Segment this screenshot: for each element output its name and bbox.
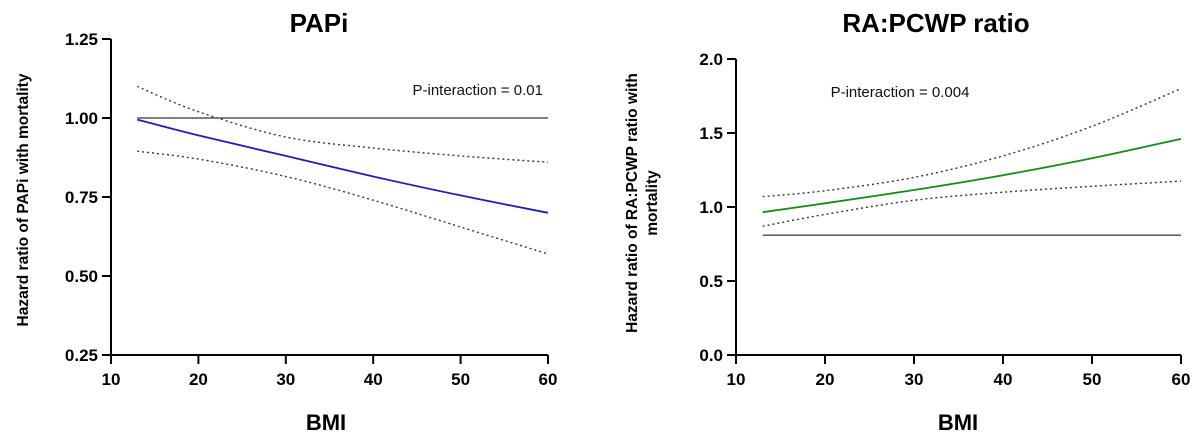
papi-y-axis-title: Hazard ratio of PAPi with mortality (15, 73, 32, 326)
ra-pcwp-y-tick-label: 1.5 (699, 124, 723, 143)
ra-pcwp-annotation: P-interaction = 0.004 (831, 84, 970, 101)
papi-x-tick-label: 10 (102, 370, 121, 389)
ra-pcwp-x-axis-title: BMI (938, 410, 978, 435)
ra-pcwp-x-tick-label: 20 (816, 370, 835, 389)
ra-pcwp-y-tick-label: 1.0 (699, 198, 723, 217)
papi-panel: PAPi Hazard ratio of PAPi with mortality… (15, 8, 557, 435)
ra-pcwp-x-tick-label: 60 (1172, 370, 1191, 389)
papi-x-tick-label: 40 (364, 370, 383, 389)
ra-pcwp-y-axis-title-line1: Hazard ratio of RA:PCWP ratio with (624, 73, 641, 333)
papi-y-tick-label: 0.75 (65, 188, 98, 207)
papi-x-tick-label: 60 (539, 370, 558, 389)
ra-pcwp-y-axis-title-line2: mortality (644, 170, 661, 236)
papi-y-tick-label: 0.50 (65, 267, 98, 286)
papi-chart-title: PAPi (290, 8, 349, 38)
ra-pcwp-estimate-line (762, 138, 1182, 214)
papi-x-tick-label: 30 (276, 370, 295, 389)
ra-pcwp-x-tick-label: 30 (905, 370, 924, 389)
ra-pcwp-x-tick-label: 10 (727, 370, 746, 389)
ra-pcwp-panel: RA:PCWP ratio Hazard ratio of RA:PCWP ra… (624, 8, 1190, 435)
papi-y-tick-label: 1.25 (65, 30, 98, 49)
ra-pcwp-y-tick-label: 0.0 (699, 346, 723, 365)
papi-y-tick-label: 0.25 (65, 346, 98, 365)
papi-x-axis-title: BMI (306, 410, 346, 435)
papi-y-tick-label: 1.00 (65, 109, 98, 128)
ra-pcwp-x-tick-label: 40 (994, 370, 1013, 389)
ra-pcwp-x-tick-label: 50 (1083, 370, 1102, 389)
papi-annotation: P-interaction = 0.01 (413, 82, 544, 99)
papi-x-tick-label: 50 (451, 370, 470, 389)
papi-estimate-line (136, 118, 549, 214)
papi-x-tick-label: 20 (189, 370, 208, 389)
ra-pcwp-chart-title: RA:PCWP ratio (842, 8, 1029, 38)
ra-pcwp-y-tick-label: 0.5 (699, 272, 723, 291)
ra-pcwp-y-tick-label: 2.0 (699, 50, 723, 69)
ra-pcwp-upper-ci-line (762, 87, 1182, 198)
papi-lower-ci-line (137, 150, 549, 255)
papi-upper-ci-line (136, 85, 549, 163)
